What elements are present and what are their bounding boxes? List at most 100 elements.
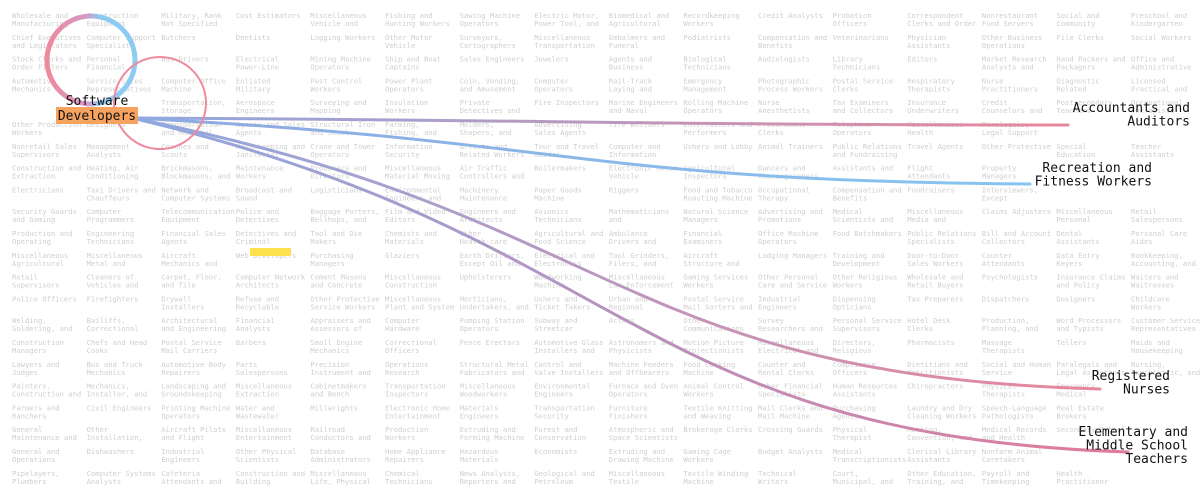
occupation: Riggers [609, 185, 639, 194]
occupation: Jewelers [534, 55, 569, 64]
occupation: Compensation and Benefits [758, 33, 827, 50]
target-label: Nurses [1123, 383, 1170, 398]
occupation: Door-to-Door Sales Workers [907, 251, 963, 268]
occupation: Other Religious Workers [833, 273, 898, 290]
occupation: Cleaners of Vehicles and [87, 273, 139, 290]
occupation: Secondary School [1056, 425, 1125, 434]
occupation: Ambulance Drivers and [609, 229, 657, 246]
occupation: Management Analysts [87, 142, 130, 159]
occupation: Upholsterers [460, 273, 512, 282]
occupation: Cafeteria Attendants and [161, 469, 222, 486]
occupation: Actors [609, 316, 635, 325]
link [130, 116, 1102, 391]
occupation: Mining Machine Operators [310, 55, 371, 72]
occupation: Agents and Sales Agents [236, 120, 305, 137]
occupation: Pumping Station Operators [460, 316, 525, 333]
link [130, 116, 1032, 186]
occupation: Information Security [385, 142, 433, 159]
occupation: Automotive Body Repairers [161, 360, 227, 377]
occupation: Railroad Conductors and [310, 425, 371, 442]
occupation: Heating, Air Conditioning [87, 164, 140, 181]
occupation: Fishing and Hunting Workers [385, 11, 450, 28]
occupation: Baggage Porters, Bellhops, and [310, 207, 379, 224]
occupation: Library Technicians [833, 55, 881, 72]
occupation: Wholesale and Retail Buyers [907, 273, 963, 290]
occupation: Police Officers [12, 294, 77, 303]
occupation: Office and Administrative [1131, 55, 1192, 72]
occupation: Credit Counselors and [982, 98, 1043, 115]
occupation: Engineering Technicians [87, 229, 135, 246]
occupation: Carpet, Floor, and Tile [161, 273, 222, 290]
occupation: Computer Systems Analysts [87, 469, 156, 486]
occupation: Postal Service Mail Sorters and [683, 294, 752, 311]
focus-ring [113, 56, 207, 150]
occupation: Medical Transcriptionists [833, 447, 907, 464]
occupation: General Maintenance and [12, 425, 77, 442]
occupation: Construction Equipment [87, 11, 139, 28]
occupation: Chief Executives and Legislators [12, 33, 81, 50]
occupation: Service Sales Representatives [87, 76, 152, 93]
occupation: Financial Sales Agents [161, 229, 226, 246]
occupation: Compensation and Benefits [833, 185, 902, 202]
occupation: Insurance Underwriters [907, 98, 959, 115]
occupation: Postal Service Clerks [833, 76, 894, 93]
occupation: Other Protective [982, 142, 1051, 151]
occupation: Fire Inspectors [534, 98, 599, 107]
occupation: Home Appliance Repairers [385, 447, 446, 464]
occupation: Glaziers [385, 251, 420, 260]
occupation: Database Administrators [310, 447, 371, 464]
occupation: Office Machine Operators [758, 229, 819, 246]
occupation: Miscellaneous Construction [385, 273, 441, 290]
occupation: Advertising and Promotions [758, 207, 823, 224]
occupation: Other Motor Vehicle [385, 33, 433, 50]
occupation: Agricultural Inspectors [683, 164, 735, 181]
occupation: Enlisted Military [236, 76, 271, 93]
occupation: Tax Examiners and Collectors [833, 98, 894, 115]
occupation: Licensed Practical and [1131, 76, 1187, 93]
occupation: Broadcast and Sound [236, 185, 292, 202]
occupation: Motion Picture Projectionists [683, 338, 744, 355]
occupation: Surveying and Mapping [310, 98, 366, 115]
occupation: Engineers and Architects [460, 207, 516, 224]
occupation: Taxi Drivers and Chauffeurs [87, 185, 156, 202]
occupation: Miscellaneous Media and [907, 207, 963, 224]
target-label: Registered [1092, 369, 1170, 384]
occupation: Computer Support Specialists [87, 33, 156, 50]
target-label: Teachers [1125, 452, 1188, 467]
occupation: Chiropractors [907, 382, 963, 391]
occupation: Computer Hardware [385, 316, 420, 333]
occupation: Security Guards and Gaming [12, 207, 77, 224]
occupation: Control and Valve Installers [534, 360, 603, 377]
occupation: Construction and Building [236, 469, 305, 486]
occupation: Logging Workers [310, 33, 375, 42]
occupation: Molders, Shapers, and [460, 120, 512, 137]
occupation: Medical Records and Health [982, 425, 1047, 442]
occupation: Technical Writers [758, 469, 797, 486]
occupation: Environmental Engineers [534, 382, 590, 399]
occupation: Power Plant Operators [385, 76, 433, 93]
occupation: Miscellaneous Transportation [534, 33, 595, 50]
occupation: Cost Estimators [236, 11, 301, 20]
occupation: Counter Attendants [982, 251, 1025, 268]
occupation: Chemical Technicians [385, 469, 433, 486]
occupation: Aircraft Structure and [683, 251, 739, 268]
occupation: Travel Agents [907, 142, 963, 151]
occupation: Mail Clerks and Mail Machine [758, 403, 823, 420]
occupation: Childcare Workers [1131, 294, 1170, 311]
occupation: Construction Managers [12, 338, 64, 355]
occupation: Rail-Track Laying and [609, 76, 653, 93]
occupation: Counter and Rental Clerks [758, 360, 814, 377]
occupation: Food Batchmakers [833, 229, 902, 238]
occupation: Automotive Mechanics [12, 76, 55, 93]
occupation: Postal Service Mail Carriers [161, 338, 222, 355]
occupation: Morticians, Undertakers, and [460, 294, 529, 311]
occupation: Environmental Engineers and [385, 185, 441, 202]
occupation: Respiratory Therapists [907, 76, 955, 93]
occupation: Miscellaneous Material Moving [385, 164, 450, 181]
occupation: Transportation Security [534, 403, 595, 420]
occupation: Directors, Religious [833, 338, 876, 355]
links [130, 116, 1130, 454]
occupation: Medical Scientists and [833, 207, 894, 224]
occupation: Computer Operators [534, 76, 573, 93]
